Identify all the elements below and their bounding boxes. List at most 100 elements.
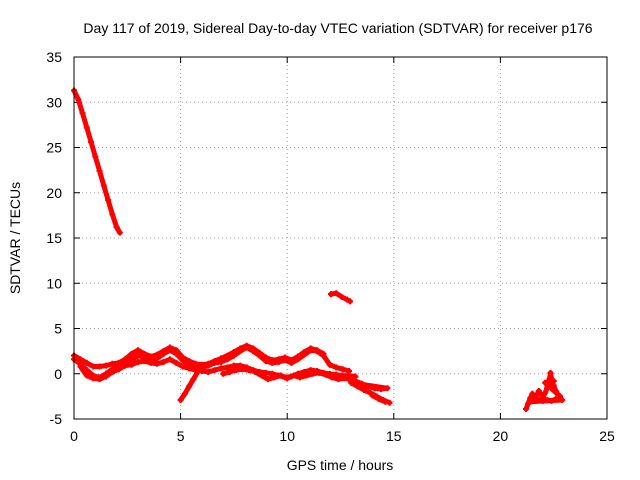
data-point <box>307 345 314 352</box>
data-point <box>348 379 355 386</box>
data-point <box>542 389 549 396</box>
data-point <box>160 358 167 365</box>
data-point <box>134 352 141 359</box>
y-tick-label: 10 <box>46 275 62 291</box>
data-point <box>322 371 329 378</box>
data-point <box>301 349 308 356</box>
data-point <box>252 368 259 375</box>
data-point <box>113 224 120 231</box>
data-point <box>559 396 566 403</box>
data-point <box>237 345 244 352</box>
data-point <box>79 110 86 117</box>
data-point <box>128 350 135 357</box>
data-point <box>239 366 246 373</box>
data-point <box>360 387 367 394</box>
data-point <box>378 386 385 393</box>
data-point <box>190 376 197 383</box>
data-point <box>92 153 99 160</box>
data-point <box>339 374 346 381</box>
data-point <box>327 291 334 298</box>
data-point <box>294 353 301 360</box>
data-point <box>233 367 240 374</box>
y-tick-label: 5 <box>54 321 62 337</box>
data-point <box>346 376 353 383</box>
data-point <box>173 359 180 366</box>
data-point <box>128 361 135 368</box>
data-point <box>147 353 154 360</box>
data-point <box>109 211 116 218</box>
data-point <box>369 392 376 399</box>
data-point <box>88 139 95 146</box>
data-point <box>290 372 297 379</box>
data-point <box>548 397 555 404</box>
data-point <box>90 363 97 370</box>
series-late-cluster-22h <box>522 369 566 413</box>
data-point <box>544 384 551 391</box>
data-point <box>335 376 342 383</box>
data-point <box>116 229 123 236</box>
data-point <box>166 356 173 363</box>
data-point <box>154 351 161 358</box>
data-point <box>224 352 231 359</box>
data-point <box>105 196 112 203</box>
data-point <box>529 390 536 397</box>
data-point <box>186 383 193 390</box>
data-point <box>147 359 154 366</box>
data-point <box>192 360 199 367</box>
axis-ticks: 0 5 10 15 20 25 -5 0 5 10 15 20 25 30 35 <box>46 49 615 444</box>
data-point <box>284 375 291 382</box>
data-point <box>226 368 233 375</box>
data-point <box>166 344 173 351</box>
data-point <box>275 356 282 363</box>
data-point <box>522 406 529 413</box>
data-point <box>102 362 109 369</box>
data-point <box>77 363 84 370</box>
series-low-band-b <box>71 342 327 370</box>
data-point <box>122 362 129 369</box>
data-point <box>326 361 333 368</box>
data-point <box>198 364 205 371</box>
data-point <box>96 363 103 370</box>
y-tick-label: 35 <box>46 49 62 65</box>
data-point <box>141 358 148 365</box>
data-point <box>258 372 265 379</box>
data-point <box>557 393 564 400</box>
data-point <box>271 374 278 381</box>
data-point <box>535 387 542 394</box>
data-point <box>179 354 186 361</box>
data-point <box>160 348 167 355</box>
data-point <box>109 368 116 375</box>
data-point <box>338 293 345 300</box>
data-point <box>211 367 218 374</box>
data-point <box>333 290 340 297</box>
data-point <box>194 368 201 375</box>
data-point <box>277 372 284 379</box>
y-tick-label: 30 <box>46 94 62 110</box>
x-tick-label: 25 <box>599 428 615 444</box>
data-point <box>282 354 289 361</box>
data-point <box>75 96 82 103</box>
y-axis-label: SDTVAR / TECUs <box>7 182 23 294</box>
data-point <box>220 370 227 377</box>
data-point <box>343 296 350 303</box>
data-point <box>303 372 310 379</box>
data-point <box>328 374 335 381</box>
series-early-decline <box>71 87 123 236</box>
series-trace <box>71 343 326 369</box>
data-point <box>77 356 84 363</box>
series-dip-near-5h <box>177 362 210 403</box>
y-tick-label: 0 <box>54 366 62 382</box>
chart-title: Day 117 of 2019, Sidereal Day-to-day VTE… <box>83 20 592 36</box>
data-point <box>288 357 295 364</box>
data-point <box>109 360 116 367</box>
data-point <box>358 380 365 387</box>
data-point <box>547 369 554 376</box>
data-point <box>218 355 225 362</box>
plot-frame <box>73 56 608 420</box>
data-point <box>154 360 161 367</box>
data-point <box>256 349 263 356</box>
data-point <box>262 369 269 376</box>
data-point <box>296 374 303 381</box>
data-point <box>134 347 141 354</box>
